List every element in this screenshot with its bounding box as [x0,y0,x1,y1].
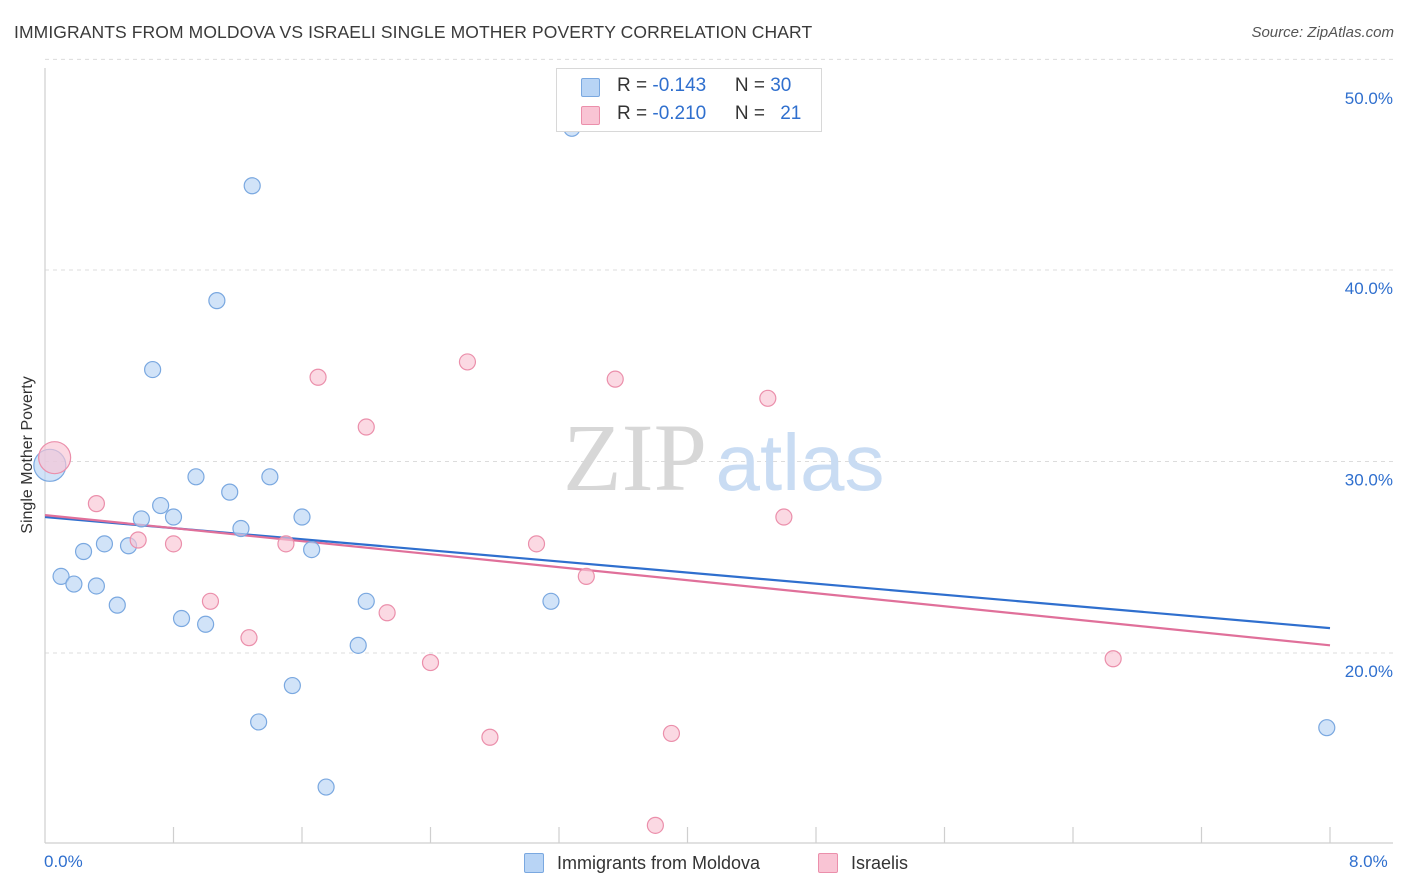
israelis-point [577,567,595,586]
legend-r-label: R = [617,103,653,124]
moldova-point [152,496,170,515]
data-points [33,119,1336,834]
moldova-point [293,508,311,526]
watermark-atlas: atlas [716,418,885,507]
israelis-point [38,441,72,475]
legend-r-value: -0.143 [652,75,707,96]
moldova-point [250,713,268,731]
israelis-point [201,592,220,610]
moldova-trend-line [44,515,1331,630]
grid-lines [45,58,1393,654]
moldova-point [357,592,375,610]
moldova-point [317,778,335,796]
legend-label: Israelis [851,853,909,873]
y-tick-label: 40.0% [1345,279,1393,298]
y-tick-label: 20.0% [1345,662,1393,681]
trend-lines [44,514,1331,647]
moldova-point [283,676,301,695]
moldova-point [74,542,93,561]
y-tick-labels: 20.0% 30.0% 40.0% 50.0% [1345,89,1393,681]
legend-swatch-blue [581,78,600,97]
legend-n-value: 21 [780,103,802,124]
israelis-point [164,535,183,553]
legend-swatch-pink [818,853,838,873]
legend-r-label: R = [617,75,653,96]
moldova-point [108,596,126,614]
moldova-point [87,577,106,595]
moldova-point [132,510,150,528]
israelis-point [662,724,681,743]
watermark-zip: ZIP [563,404,707,511]
legend-n-label: N = [734,103,771,124]
moldova-point [349,636,367,654]
moldova-point [221,483,239,501]
israelis-point [1104,650,1122,668]
source-label: Source: ZipAtlas.com [1251,24,1394,41]
israelis-point [87,495,106,513]
israelis-point [309,368,327,386]
israelis-point [421,653,440,672]
watermark: ZIP atlas [563,404,884,511]
israelis-point [357,418,375,436]
moldova-point [144,360,162,379]
legend-n-label: N = [734,75,771,96]
legend-label: Immigrants from Moldova [557,853,761,873]
israelis-point [458,353,477,371]
moldova-point [542,592,560,610]
israelis-point [775,508,793,526]
x-tick-min: 0.0% [44,852,83,871]
moldova-point [243,177,261,195]
israelis-point [481,728,499,746]
israelis-point [277,535,295,553]
israelis-point [129,531,147,549]
legend-r-value: -0.210 [652,103,707,124]
moldova-point [232,519,250,538]
moldova-point [187,468,205,486]
israelis-point [378,604,396,622]
israelis-point [606,370,624,388]
israelis-point [527,535,546,553]
israelis-trend-line [44,514,1331,647]
legend-n-value: 30 [770,75,792,96]
israelis-point [759,389,777,407]
moldova-point [52,567,70,586]
israelis-point [646,816,664,834]
chart-title: IMMIGRANTS FROM MOLDOVA VS ISRAELI SINGL… [14,22,813,42]
moldova-point [1318,719,1336,737]
y-axis-label: Single Mother Poverty [19,376,36,534]
moldova-point [261,468,279,486]
y-tick-label: 30.0% [1345,471,1393,490]
israelis-point [240,629,258,647]
legend-swatch-pink [581,106,600,125]
moldova-point [95,535,114,553]
moldova-point [197,615,215,633]
legend-swatch-blue [524,853,544,873]
moldova-point [65,575,83,593]
moldova-point [208,292,226,310]
x-tick-max: 8.0% [1349,852,1388,871]
moldova-point [164,508,183,526]
moldova-point [172,609,191,628]
moldova-point [303,540,321,559]
correlation-legend: R = -0.143 N = 30 R = -0.210 N = 21 [556,68,822,132]
y-tick-label: 50.0% [1345,89,1393,108]
